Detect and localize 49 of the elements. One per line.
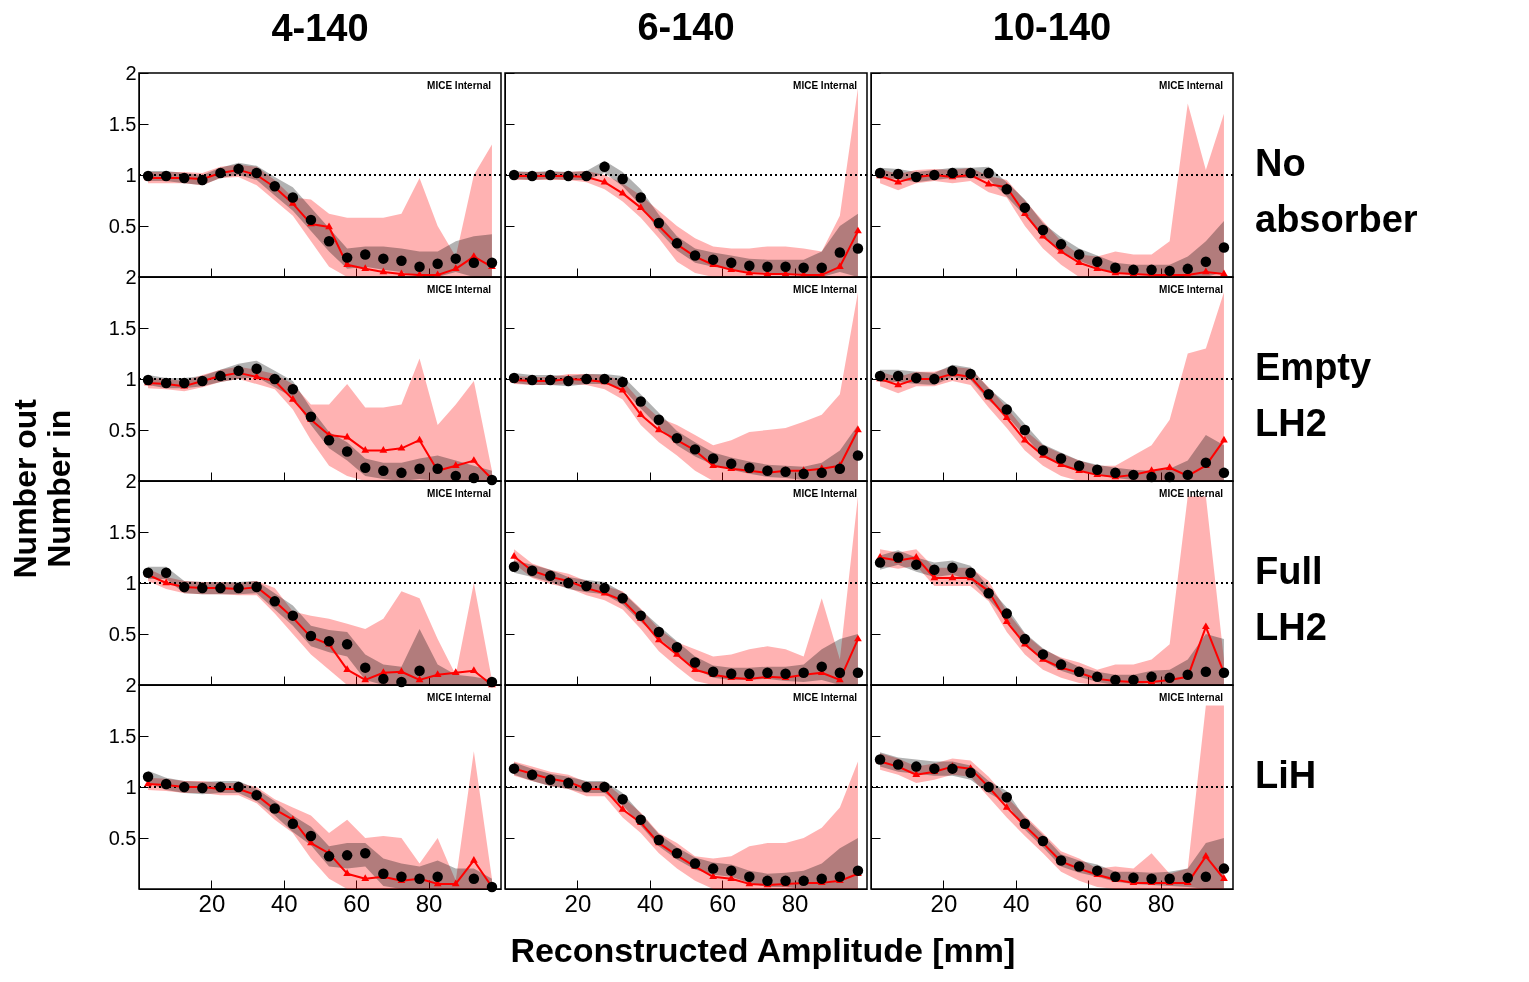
annotation: MICE Internal bbox=[1159, 692, 1224, 703]
y-tick-label: 0.5 bbox=[108, 418, 137, 441]
y-tick-label: 1 bbox=[125, 367, 137, 390]
x-tick-label: 80 bbox=[415, 889, 443, 917]
x-tick-label: 40 bbox=[636, 889, 664, 917]
chart-title: 4-140 bbox=[271, 7, 369, 49]
y-tick-label: 1.5 bbox=[108, 316, 137, 339]
y-tick-label: 2 bbox=[125, 61, 137, 84]
annotation: MICE Internal bbox=[793, 284, 858, 295]
y-tick-label: 1.5 bbox=[108, 112, 137, 135]
annotation: MICE Internal bbox=[1159, 80, 1224, 91]
y-axis-title: Number out Number in bbox=[7, 398, 78, 579]
chart-title: 6-140 bbox=[637, 5, 735, 48]
annotation: MICE Internal bbox=[427, 692, 492, 703]
y-tick-label: 0.5 bbox=[108, 622, 137, 645]
y2-axis-title: Empty LH2 bbox=[1255, 346, 1372, 444]
annotation: MICE Internal bbox=[793, 488, 858, 499]
annotation: MICE Internal bbox=[1159, 488, 1224, 499]
x-tick-label: 20 bbox=[198, 889, 226, 917]
y2-axis-title: LiH bbox=[1255, 754, 1317, 796]
y-tick-label: 1 bbox=[125, 775, 137, 798]
x-tick-label: 80 bbox=[781, 889, 809, 917]
y-tick-label: 1 bbox=[125, 163, 137, 186]
annotation: MICE Internal bbox=[427, 80, 492, 91]
x-tick-label: 20 bbox=[564, 889, 592, 917]
annotation: MICE Internal bbox=[793, 80, 858, 91]
y-tick-label: 0.5 bbox=[108, 214, 137, 237]
annotation: MICE Internal bbox=[1159, 284, 1224, 295]
y-tick-label: 1 bbox=[125, 571, 137, 594]
y2-axis-title: No absorber bbox=[1255, 142, 1418, 240]
x-tick-label: 40 bbox=[270, 889, 298, 917]
y-tick-label: 2 bbox=[125, 469, 137, 492]
y-tick-label: 2 bbox=[125, 265, 137, 288]
y2-axis-title: Full LH2 bbox=[1255, 550, 1327, 648]
x-tick-label: 60 bbox=[1075, 889, 1103, 917]
x-tick-label: 60 bbox=[709, 889, 737, 917]
x-axis-title: Reconstructed Amplitude [mm] bbox=[510, 930, 1016, 969]
x-tick-label: 80 bbox=[1147, 889, 1175, 917]
y-tick-label: 0.5 bbox=[108, 826, 137, 849]
chart-title: 10-140 bbox=[992, 5, 1112, 48]
x-tick-label: 40 bbox=[1002, 889, 1030, 917]
annotation: MICE Internal bbox=[427, 488, 492, 499]
y-tick-label: 1.5 bbox=[108, 724, 137, 747]
annotation: MICE Internal bbox=[427, 284, 492, 295]
x-tick-label: 20 bbox=[930, 889, 958, 917]
x-tick-label: 60 bbox=[343, 889, 371, 917]
y-tick-label: 1.5 bbox=[108, 520, 137, 543]
annotation: MICE Internal bbox=[793, 692, 858, 703]
y-tick-label: 2 bbox=[125, 673, 137, 696]
